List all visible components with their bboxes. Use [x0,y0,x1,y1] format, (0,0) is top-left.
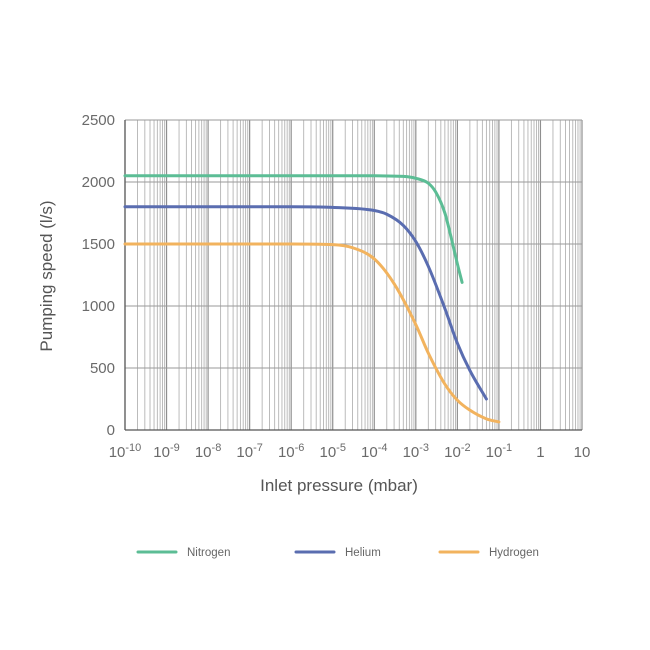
x-tick-label: 10-6 [278,442,304,461]
grid [124,119,583,431]
x-tick-label: 10-10 [109,442,142,461]
series-line-helium [123,205,488,401]
y-tick-label: 1000 [82,298,115,315]
y-tick-label: 2500 [82,112,115,129]
x-tick-label: 10-3 [403,442,429,461]
legend-item-hydrogen: Hydrogen [438,547,539,559]
x-tick-label: 10-2 [444,442,470,461]
x-tick-label: 10-9 [153,442,179,461]
legend: Nitrogen Helium Hydrogen [136,547,539,559]
series-line-hydrogen [123,242,501,424]
x-tick-label: 10 [574,444,591,461]
y-tick-label: 1500 [82,236,115,253]
x-axis-title: Inlet pressure (mbar) [260,476,418,495]
series-lines [123,174,501,424]
y-tick-label: 500 [90,360,115,377]
x-tick-label: 10-1 [486,442,512,461]
tick-labels: 0 500 1000 1500 2000 2500 10-10 10-9 10-8 10-7 10-… [82,112,591,461]
legend-label: Hydrogen [489,547,539,559]
x-tick-label: 10-7 [236,442,262,461]
x-tick-label: 10-8 [195,442,221,461]
y-axis-title: Pumping speed (l/s) [37,200,56,351]
x-tick-label: 10-4 [361,442,387,461]
legend-item-helium: Helium [294,547,381,559]
y-tick-label: 0 [107,422,115,439]
x-tick-label: 10-5 [319,442,345,461]
legend-item-nitrogen: Nitrogen [136,547,230,559]
axes [124,120,582,431]
y-tick-label: 2000 [82,174,115,191]
legend-label: Helium [345,547,381,559]
legend-label: Nitrogen [187,547,230,559]
x-tick-label: 1 [536,444,544,461]
series-line-nitrogen [123,174,464,284]
